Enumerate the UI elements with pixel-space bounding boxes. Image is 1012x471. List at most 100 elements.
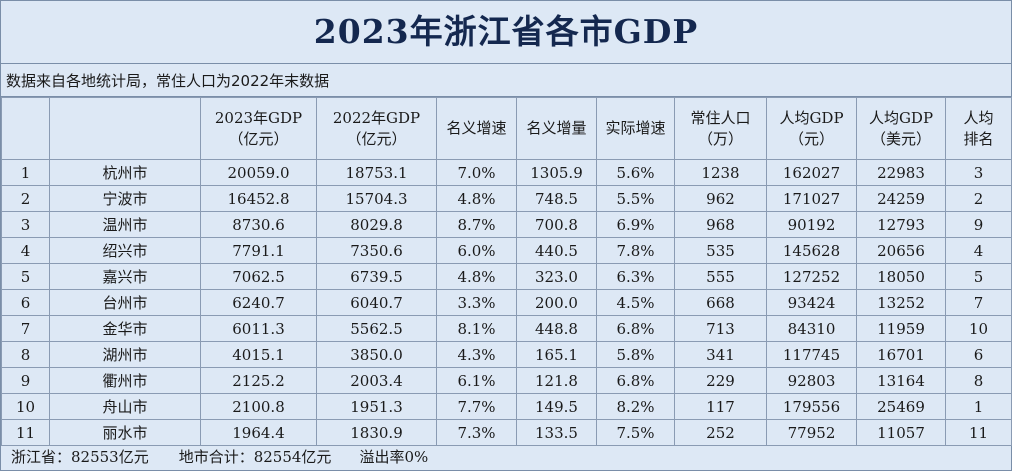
table-cell: 11 bbox=[1, 419, 50, 446]
table-cell: 12793 bbox=[856, 211, 946, 238]
table-cell: 4.8% bbox=[436, 185, 517, 212]
overflow-rate: 溢出率0% bbox=[359, 448, 429, 466]
table-cell: 绍兴市 bbox=[49, 237, 201, 264]
table-cell: 448.8 bbox=[516, 315, 597, 342]
table-cell: 4.5% bbox=[596, 289, 675, 316]
column-header: 人均GDP （元） bbox=[766, 97, 857, 160]
table-cell: 10 bbox=[1, 393, 50, 420]
table-cell: 7.7% bbox=[436, 393, 517, 420]
table-cell: 7062.5 bbox=[200, 263, 317, 290]
table-cell: 962 bbox=[674, 185, 767, 212]
table-row: 6 台州市 6240.7 6040.7 3.3% 200.0 4.5% 668 93424 132… bbox=[1, 289, 1012, 316]
data-source-note: 数据来自各地统计局，常住人口为2022年末数据 bbox=[1, 64, 1011, 97]
column-header: 2023年GDP （亿元） bbox=[200, 97, 317, 160]
summary-footer: 浙江省：82553亿元 地市合计：82554亿元 溢出率0% bbox=[1, 446, 1011, 469]
column-header-line2: （亿元） bbox=[346, 129, 407, 148]
column-header-line1: 2023年GDP bbox=[214, 108, 303, 127]
table-cell: 179556 bbox=[766, 393, 857, 420]
table-cell: 18753.1 bbox=[316, 159, 437, 186]
table-cell: 6.3% bbox=[596, 263, 675, 290]
table-cell: 13164 bbox=[856, 367, 946, 394]
table-cell: 16452.8 bbox=[200, 185, 317, 212]
table-cell: 341 bbox=[674, 341, 767, 368]
table-cell: 4.8% bbox=[436, 263, 517, 290]
table-cell: 145628 bbox=[766, 237, 857, 264]
column-header-line1: 人均GDP bbox=[868, 108, 934, 127]
table-cell: 8.2% bbox=[596, 393, 675, 420]
table-cell: 6739.5 bbox=[316, 263, 437, 290]
table-cell: 嘉兴市 bbox=[49, 263, 201, 290]
table-cell: 1238 bbox=[674, 159, 767, 186]
table-row: 1 杭州市 20059.0 18753.1 7.0% 1305.9 5.6% 1238 1620… bbox=[1, 159, 1012, 186]
table-cell: 117745 bbox=[766, 341, 857, 368]
table-cell: 2100.8 bbox=[200, 393, 317, 420]
table-cell: 22983 bbox=[856, 159, 946, 186]
table-cell: 2 bbox=[945, 185, 1012, 212]
table-cell: 7791.1 bbox=[200, 237, 317, 264]
table-cell: 127252 bbox=[766, 263, 857, 290]
column-header-line1: 名义增速 bbox=[446, 119, 507, 137]
table-cell: 舟山市 bbox=[49, 393, 201, 420]
table-cell: 20059.0 bbox=[200, 159, 317, 186]
table-cell: 20656 bbox=[856, 237, 946, 264]
table-cell: 4 bbox=[945, 237, 1012, 264]
table-cell: 84310 bbox=[766, 315, 857, 342]
table-cell: 衢州市 bbox=[49, 367, 201, 394]
table-cell: 杭州市 bbox=[49, 159, 201, 186]
table-cell: 4015.1 bbox=[200, 341, 317, 368]
table-cell: 1305.9 bbox=[516, 159, 597, 186]
gdp-table: 2023年GDP （亿元） 2022年GDP （亿元） 名义增速 名义增量 实际增速 常住人口… bbox=[1, 97, 1012, 446]
table-cell: 5 bbox=[945, 263, 1012, 290]
table-row: 9 衢州市 2125.2 2003.4 6.1% 121.8 6.8% 229 92803 131… bbox=[1, 367, 1012, 394]
column-header-line1: 2022年GDP bbox=[332, 108, 421, 127]
table-cell: 92803 bbox=[766, 367, 857, 394]
table-cell: 5.5% bbox=[596, 185, 675, 212]
table-cell: 18050 bbox=[856, 263, 946, 290]
table-cell: 6 bbox=[1, 289, 50, 316]
table-cell: 宁波市 bbox=[49, 185, 201, 212]
table-cell: 8029.8 bbox=[316, 211, 437, 238]
table-cell: 6040.7 bbox=[316, 289, 437, 316]
column-header-line2: （美元） bbox=[870, 129, 931, 148]
table-cell: 24259 bbox=[856, 185, 946, 212]
table-cell: 4 bbox=[1, 237, 50, 264]
table-cell: 9 bbox=[1, 367, 50, 394]
table-cell: 5.6% bbox=[596, 159, 675, 186]
column-header-line1: 常住人口 bbox=[690, 108, 751, 127]
table-row: 7 金华市 6011.3 5562.5 8.1% 448.8 6.8% 713 84310 119… bbox=[1, 315, 1012, 342]
column-header-line1: 人均GDP bbox=[779, 108, 844, 127]
table-cell: 93424 bbox=[766, 289, 857, 316]
table-cell: 6.8% bbox=[596, 367, 675, 394]
table-cell: 11 bbox=[945, 419, 1012, 446]
table-cell: 133.5 bbox=[516, 419, 597, 446]
table-cell: 1830.9 bbox=[316, 419, 437, 446]
column-header: 2022年GDP （亿元） bbox=[316, 97, 437, 160]
table-cell: 555 bbox=[674, 263, 767, 290]
column-header-line1: 名义增量 bbox=[526, 119, 587, 137]
column-header: 人均GDP （美元） bbox=[856, 97, 946, 160]
column-header-line2: 排名 bbox=[963, 129, 994, 148]
column-header: 人均 排名 bbox=[945, 97, 1012, 160]
table-cell: 6.0% bbox=[436, 237, 517, 264]
table-row: 11 丽水市 1964.4 1830.9 7.3% 133.5 7.5% 252 77952 11… bbox=[1, 419, 1012, 446]
table-cell: 535 bbox=[674, 237, 767, 264]
table-cell: 湖州市 bbox=[49, 341, 201, 368]
table-cell: 5 bbox=[1, 263, 50, 290]
table-cell: 3 bbox=[945, 159, 1012, 186]
table-cell: 3.3% bbox=[436, 289, 517, 316]
table-cell: 金华市 bbox=[49, 315, 201, 342]
table-cell: 25469 bbox=[856, 393, 946, 420]
table-cell: 6.9% bbox=[596, 211, 675, 238]
table-row: 2 宁波市 16452.8 15704.3 4.8% 748.5 5.5% 962 171027… bbox=[1, 185, 1012, 212]
column-header bbox=[1, 97, 50, 160]
table-cell: 7.5% bbox=[596, 419, 675, 446]
table-cell: 6.8% bbox=[596, 315, 675, 342]
table-cell: 8 bbox=[945, 367, 1012, 394]
table-cell: 7.3% bbox=[436, 419, 517, 446]
table-body: 1 杭州市 20059.0 18753.1 7.0% 1305.9 5.6% 1238 1620… bbox=[1, 159, 1012, 446]
table-cell: 8730.6 bbox=[200, 211, 317, 238]
table-row: 10 舟山市 2100.8 1951.3 7.7% 149.5 8.2% 117 179556 2… bbox=[1, 393, 1012, 420]
table-cell: 8.7% bbox=[436, 211, 517, 238]
table-cell: 3 bbox=[1, 211, 50, 238]
table-cell: 1951.3 bbox=[316, 393, 437, 420]
